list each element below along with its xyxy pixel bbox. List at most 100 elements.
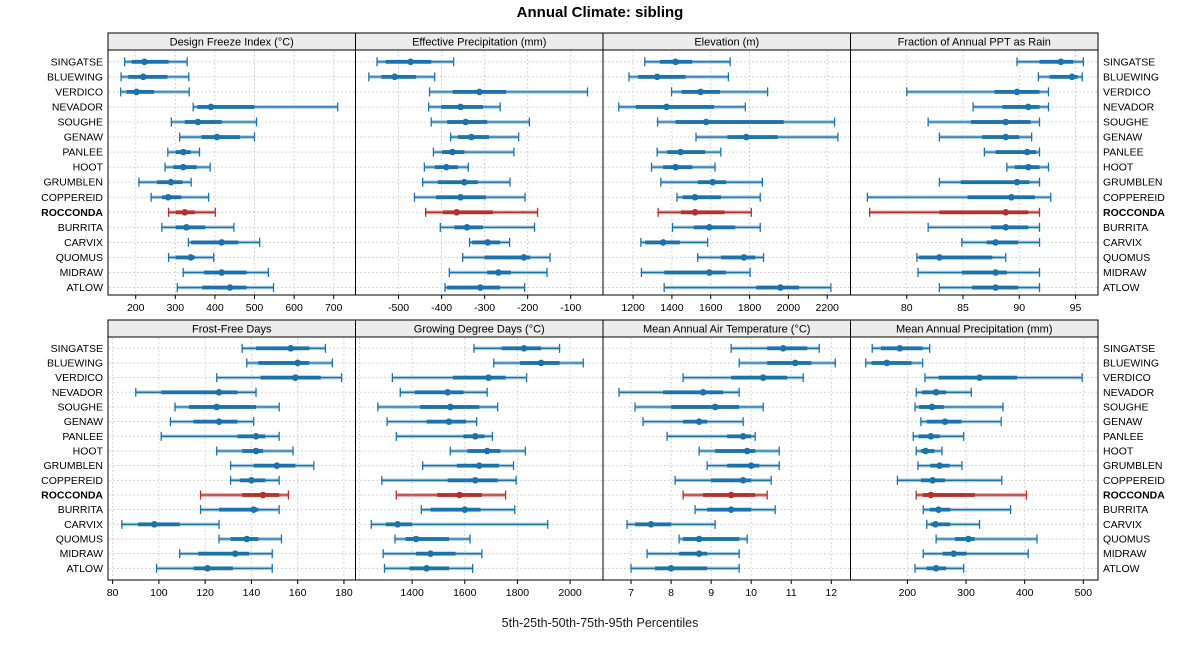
median-dot [483, 447, 491, 455]
site-label: MIDRAW [1103, 548, 1146, 560]
median-dot [231, 550, 239, 557]
iqr-bar [991, 225, 1029, 230]
site-label: ATLOW [1103, 282, 1140, 294]
median-dot [727, 491, 735, 499]
tick-label: 85 [957, 302, 969, 314]
median-dot [1002, 224, 1010, 231]
median-dot [929, 477, 936, 484]
iqr-bar [961, 270, 1007, 275]
median-dot [444, 389, 451, 396]
tick-label: 200 [127, 302, 145, 314]
median-dot [167, 178, 175, 186]
tick-label: 10 [745, 587, 757, 599]
iqr-bar [193, 419, 238, 424]
iqr-bar [202, 285, 247, 290]
median-dot [1002, 118, 1010, 126]
median-dot [204, 565, 211, 572]
site-label: BURRITA [1103, 504, 1148, 516]
tick-label: 2000 [777, 302, 801, 314]
iqr-bar [721, 255, 756, 260]
site-label: BURRITA [58, 222, 103, 234]
iqr-bar [682, 195, 722, 200]
site-label: ATLOW [1103, 563, 1140, 575]
median-dot [495, 269, 502, 276]
site-label: COPPEREID [41, 475, 103, 487]
tick-label: 7 [628, 587, 634, 599]
site-label: CARVIX [1103, 519, 1142, 531]
median-dot [207, 103, 215, 111]
median-dot [407, 58, 414, 66]
tick-label: 1800 [738, 302, 762, 314]
tick-label: 1600 [453, 587, 477, 599]
median-dot [292, 374, 299, 381]
median-dot [922, 447, 929, 455]
median-dot [759, 374, 767, 381]
tick-label: 500 [1075, 587, 1093, 599]
site-label: HOOT [73, 445, 104, 457]
tick-label: 1400 [660, 302, 684, 314]
tick-label: 100 [150, 587, 168, 599]
median-dot [672, 58, 679, 66]
strip-label: Elevation (m) [694, 37, 759, 49]
median-dot [287, 345, 295, 352]
median-dot [740, 254, 748, 261]
median-dot [883, 359, 891, 367]
iqr-bar [922, 493, 975, 497]
iqr-bar [201, 135, 240, 139]
iqr-bar [967, 195, 1035, 200]
iqr-bar [405, 537, 449, 541]
iqr-bar [258, 361, 310, 365]
strip-label: Fraction of Annual PPT as Rain [898, 37, 1051, 49]
strip-label: Growing Degree Days (°C) [414, 324, 545, 336]
site-label: ROCCONDA [41, 490, 103, 502]
site-label: CARVIX [64, 237, 103, 249]
iqr-bar [128, 74, 168, 79]
median-dot [697, 88, 704, 96]
median-dot [932, 389, 940, 396]
tick-label: 2200 [816, 302, 840, 314]
median-dot [950, 550, 958, 557]
panel-border [107, 336, 356, 581]
site-label: PANLEE [1103, 147, 1144, 159]
median-dot [472, 433, 479, 440]
iqr-bar [197, 105, 255, 109]
site-label: GRUMBLEN [43, 460, 103, 472]
median-dot [194, 118, 202, 126]
strip-label: Mean Annual Air Temperature (°C) [643, 324, 810, 336]
tick-label: -200 [517, 302, 538, 314]
median-dot [1013, 178, 1021, 186]
tick-label: 180 [335, 587, 353, 599]
site-label: MIDRAW [60, 267, 103, 279]
median-dot [467, 133, 475, 141]
iqr-bar [675, 120, 784, 124]
median-dot [427, 550, 434, 557]
iqr-bar [871, 361, 912, 365]
tick-label: 160 [289, 587, 307, 599]
site-label: SOUGHE [57, 401, 103, 413]
median-dot [463, 224, 471, 231]
median-dot [932, 565, 940, 572]
iqr-bar [161, 195, 182, 200]
iqr-bar [416, 551, 456, 556]
median-dot [695, 418, 703, 425]
median-dot [965, 535, 972, 543]
iqr-bar [960, 180, 1030, 185]
median-dot [179, 163, 187, 171]
median-dot [667, 565, 675, 572]
median-dot [443, 163, 450, 171]
site-label: PANLEE [62, 147, 103, 159]
median-dot [709, 178, 716, 186]
site-label: MIDRAW [60, 548, 103, 560]
tick-label: 12 [825, 587, 837, 599]
median-dot [423, 565, 430, 572]
iqr-bar [175, 225, 206, 230]
median-dot [1068, 73, 1076, 81]
iqr-bar [203, 270, 247, 275]
median-dot [743, 447, 751, 455]
site-label: GRUMBLEN [43, 177, 103, 189]
site-label: BLUEWING [47, 71, 103, 83]
median-dot [461, 506, 469, 513]
panel-border [850, 336, 1099, 581]
iqr-bar [664, 270, 727, 275]
